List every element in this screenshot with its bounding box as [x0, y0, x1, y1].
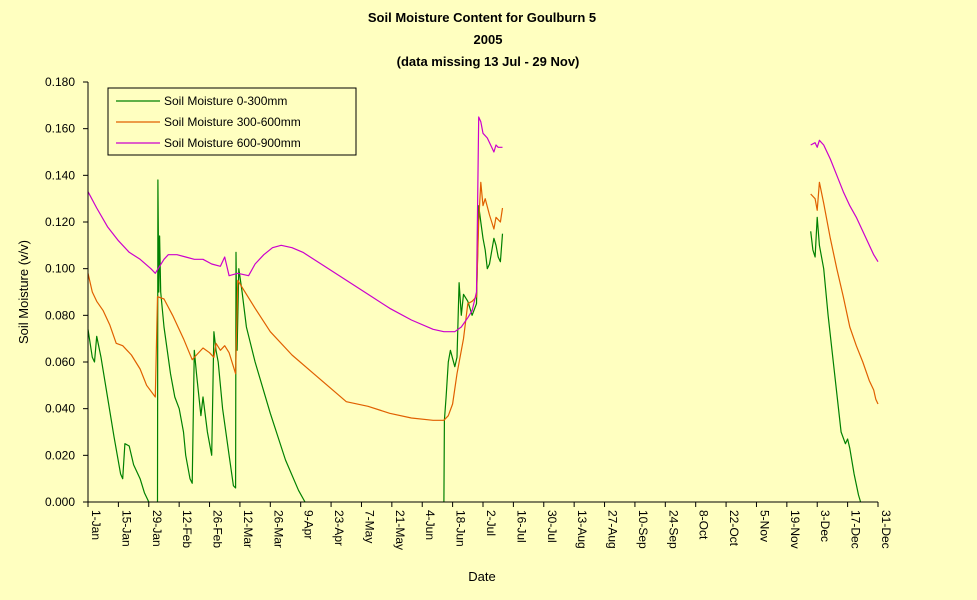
x-tick-label: 19-Nov [788, 510, 802, 549]
x-tick-label: 12-Mar [241, 510, 255, 548]
x-tick-label: 27-Aug [606, 510, 620, 549]
series-0-line-segment-1 [156, 179, 306, 503]
series-0-line-segment-0 [87, 329, 150, 503]
x-tick-label: 23-Apr [332, 510, 346, 546]
y-tick-label: 0.060 [45, 355, 75, 369]
x-ticks: 1-Jan 15-Jan 29-Jan 12-Feb 26-Feb 12-Mar 26-Ma… [87, 502, 893, 550]
x-tick-label: 26-Feb [211, 510, 225, 548]
series-2-line-segment-1 [810, 139, 879, 263]
x-tick-label: 2-Jul [484, 510, 498, 536]
x-tick-label: 13-Aug [575, 510, 589, 549]
x-tick-label: 31-Dec [879, 510, 893, 549]
x-tick-label: 9-Apr [302, 510, 316, 539]
legend-label-2: Soil Moisture 600-900mm [164, 136, 301, 150]
x-tick-label: 3-Dec [818, 510, 832, 542]
x-tick-label: 10-Sep [636, 510, 650, 549]
x-tick-label: 22-Oct [727, 510, 741, 547]
series-layer [87, 116, 879, 503]
series-1-line-segment-1 [810, 181, 879, 405]
series-0-line-segment-2 [443, 205, 504, 503]
y-ticks: 0.000 0.020 0.040 0.060 0.080 0.100 0.120 0.140… [45, 75, 88, 509]
legend: Soil Moisture 0-300mm Soil Moisture 300-… [107, 87, 357, 156]
y-axis-label: Soil Moisture (v/v) [16, 240, 31, 344]
y-tick-label: 0.120 [45, 215, 75, 229]
x-tick-label: 4-Jun [423, 510, 437, 540]
x-tick-label: 1-Jan [89, 510, 103, 540]
x-tick-label: 29-Jan [150, 510, 164, 547]
legend-label-0: Soil Moisture 0-300mm [164, 94, 287, 108]
x-axis-label: Date [468, 569, 495, 584]
chart-title: Soil Moisture Content for Goulburn 5 [368, 10, 596, 25]
x-tick-label: 12-Feb [180, 510, 194, 548]
series-0-line-segment-3 [810, 216, 862, 503]
chart-subtitle-year: 2005 [474, 32, 503, 47]
x-tick-label: 26-Mar [271, 510, 285, 548]
y-tick-label: 0.020 [45, 448, 75, 462]
x-tick-label: 5-Nov [757, 510, 771, 542]
series-2-line-segment-0 [87, 116, 503, 333]
y-tick-label: 0.160 [45, 122, 75, 136]
x-tick-label: 15-Jan [119, 510, 133, 547]
y-tick-label: 0.100 [45, 262, 75, 276]
y-tick-label: 0.000 [45, 495, 75, 509]
chart-subtitle-note: (data missing 13 Jul - 29 Nov) [397, 54, 580, 69]
x-tick-label: 21-May [393, 510, 407, 550]
y-tick-label: 0.080 [45, 308, 75, 322]
x-tick-label: 17-Dec [849, 510, 863, 549]
legend-label-1: Soil Moisture 300-600mm [164, 115, 301, 129]
x-tick-label: 16-Jul [514, 510, 528, 543]
x-tick-label: 7-May [362, 510, 376, 543]
x-tick-label: 24-Sep [666, 510, 680, 549]
y-tick-label: 0.140 [45, 168, 75, 182]
y-tick-label: 0.180 [45, 75, 75, 89]
x-tick-label: 8-Oct [697, 510, 711, 540]
x-tick-label: 30-Jul [545, 510, 559, 543]
x-tick-label: 18-Jun [454, 510, 468, 547]
y-tick-label: 0.040 [45, 402, 75, 416]
